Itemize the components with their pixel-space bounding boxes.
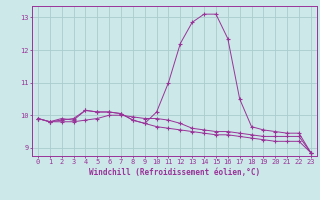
X-axis label: Windchill (Refroidissement éolien,°C): Windchill (Refroidissement éolien,°C)	[89, 168, 260, 177]
